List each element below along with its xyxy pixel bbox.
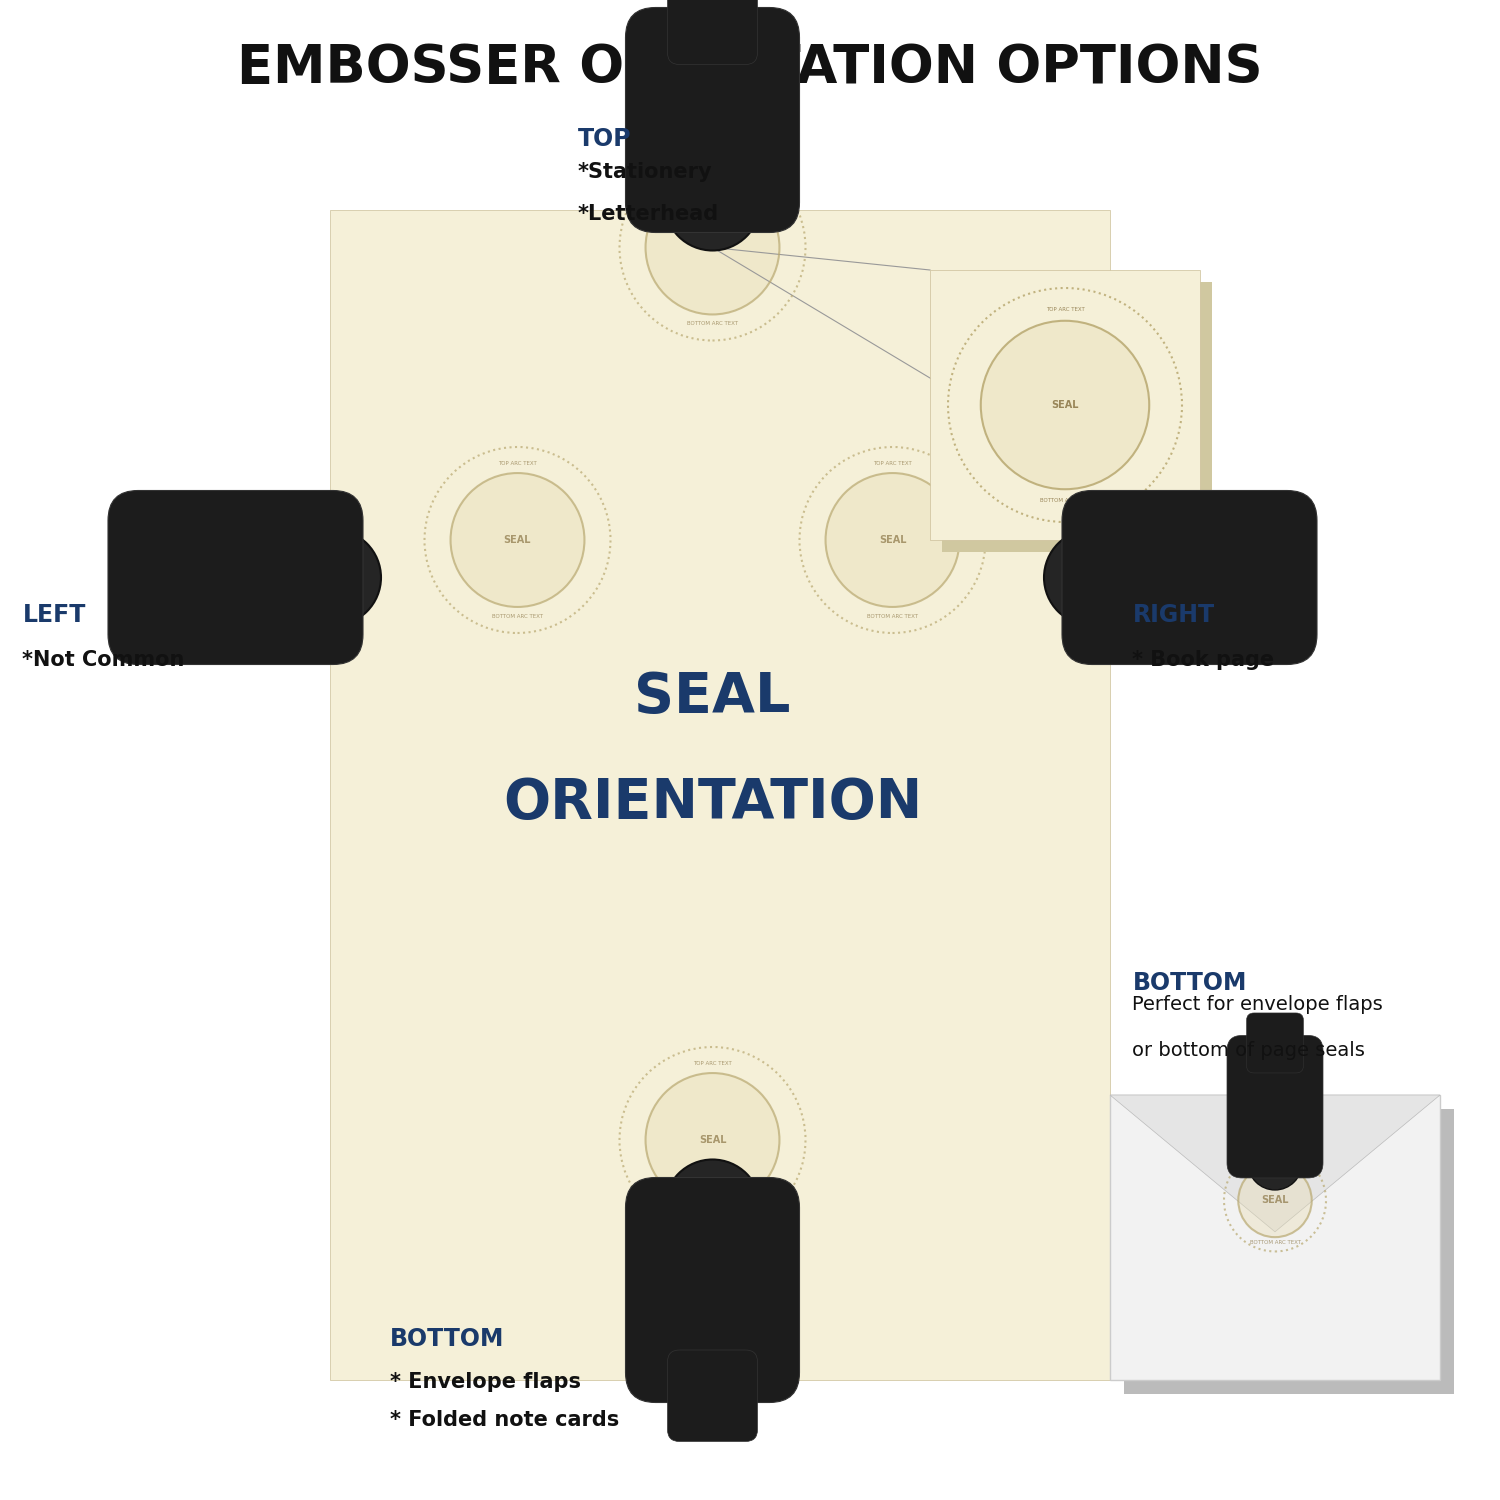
Text: BOTTOM ARC TEXT: BOTTOM ARC TEXT — [1250, 1240, 1300, 1245]
Text: Perfect for envelope flaps: Perfect for envelope flaps — [1132, 996, 1383, 1014]
Text: BOTTOM: BOTTOM — [1132, 970, 1246, 994]
FancyBboxPatch shape — [942, 282, 1212, 552]
Circle shape — [645, 1072, 780, 1208]
Text: BOTTOM: BOTTOM — [390, 1328, 504, 1352]
FancyBboxPatch shape — [1110, 1095, 1440, 1380]
Text: TOP ARC TEXT: TOP ARC TEXT — [1046, 306, 1084, 312]
Text: or bottom of page seals: or bottom of page seals — [1132, 1041, 1365, 1059]
FancyBboxPatch shape — [668, 0, 758, 64]
Circle shape — [664, 1160, 760, 1256]
FancyBboxPatch shape — [330, 210, 1110, 1380]
Circle shape — [664, 154, 760, 251]
Circle shape — [1248, 1136, 1302, 1190]
Circle shape — [450, 472, 585, 608]
Text: SEAL: SEAL — [699, 1136, 726, 1144]
Text: RIGHT: RIGHT — [1132, 603, 1215, 627]
FancyBboxPatch shape — [1227, 1035, 1323, 1178]
Circle shape — [1239, 1164, 1311, 1238]
Text: LEFT: LEFT — [22, 603, 86, 627]
Text: TOP ARC TEXT: TOP ARC TEXT — [498, 460, 537, 466]
Text: EMBOSSER ORIENTATION OPTIONS: EMBOSSER ORIENTATION OPTIONS — [237, 42, 1263, 93]
Text: SEAL: SEAL — [1262, 1196, 1288, 1206]
Polygon shape — [1110, 1095, 1440, 1232]
Text: ORIENTATION: ORIENTATION — [503, 776, 922, 830]
Circle shape — [285, 530, 381, 626]
FancyBboxPatch shape — [1246, 1013, 1304, 1072]
Text: *Not Common: *Not Common — [22, 650, 184, 670]
Text: SEAL: SEAL — [879, 536, 906, 544]
Text: BOTTOM ARC TEXT: BOTTOM ARC TEXT — [1040, 498, 1090, 504]
Circle shape — [645, 180, 780, 315]
Text: *Stationery: *Stationery — [578, 162, 712, 183]
Text: BOTTOM ARC TEXT: BOTTOM ARC TEXT — [687, 1214, 738, 1219]
Text: BOTTOM ARC TEXT: BOTTOM ARC TEXT — [867, 614, 918, 620]
Text: * Envelope flaps: * Envelope flaps — [390, 1371, 580, 1392]
FancyBboxPatch shape — [626, 8, 800, 232]
FancyBboxPatch shape — [1124, 1108, 1454, 1394]
Circle shape — [981, 321, 1149, 489]
Text: SEAL: SEAL — [634, 670, 790, 724]
Text: SEAL: SEAL — [1052, 400, 1078, 410]
Text: TOP ARC TEXT: TOP ARC TEXT — [1256, 1156, 1294, 1161]
FancyBboxPatch shape — [108, 490, 363, 664]
Text: TOP: TOP — [578, 128, 632, 152]
Text: SEAL: SEAL — [699, 243, 726, 252]
FancyBboxPatch shape — [626, 1178, 800, 1402]
Text: *Letterhead: *Letterhead — [578, 204, 718, 225]
Circle shape — [825, 472, 960, 608]
Text: * Folded note cards: * Folded note cards — [390, 1410, 620, 1431]
FancyBboxPatch shape — [1062, 490, 1317, 664]
Text: BOTTOM ARC TEXT: BOTTOM ARC TEXT — [492, 614, 543, 620]
Text: TOP ARC TEXT: TOP ARC TEXT — [693, 1060, 732, 1066]
Text: TOP ARC TEXT: TOP ARC TEXT — [693, 168, 732, 174]
FancyBboxPatch shape — [930, 270, 1200, 540]
Text: BOTTOM ARC TEXT: BOTTOM ARC TEXT — [687, 321, 738, 327]
Text: * Book page: * Book page — [1132, 650, 1275, 670]
Text: TOP ARC TEXT: TOP ARC TEXT — [873, 460, 912, 466]
FancyBboxPatch shape — [668, 1350, 758, 1442]
Text: SEAL: SEAL — [504, 536, 531, 544]
Circle shape — [1044, 530, 1140, 626]
